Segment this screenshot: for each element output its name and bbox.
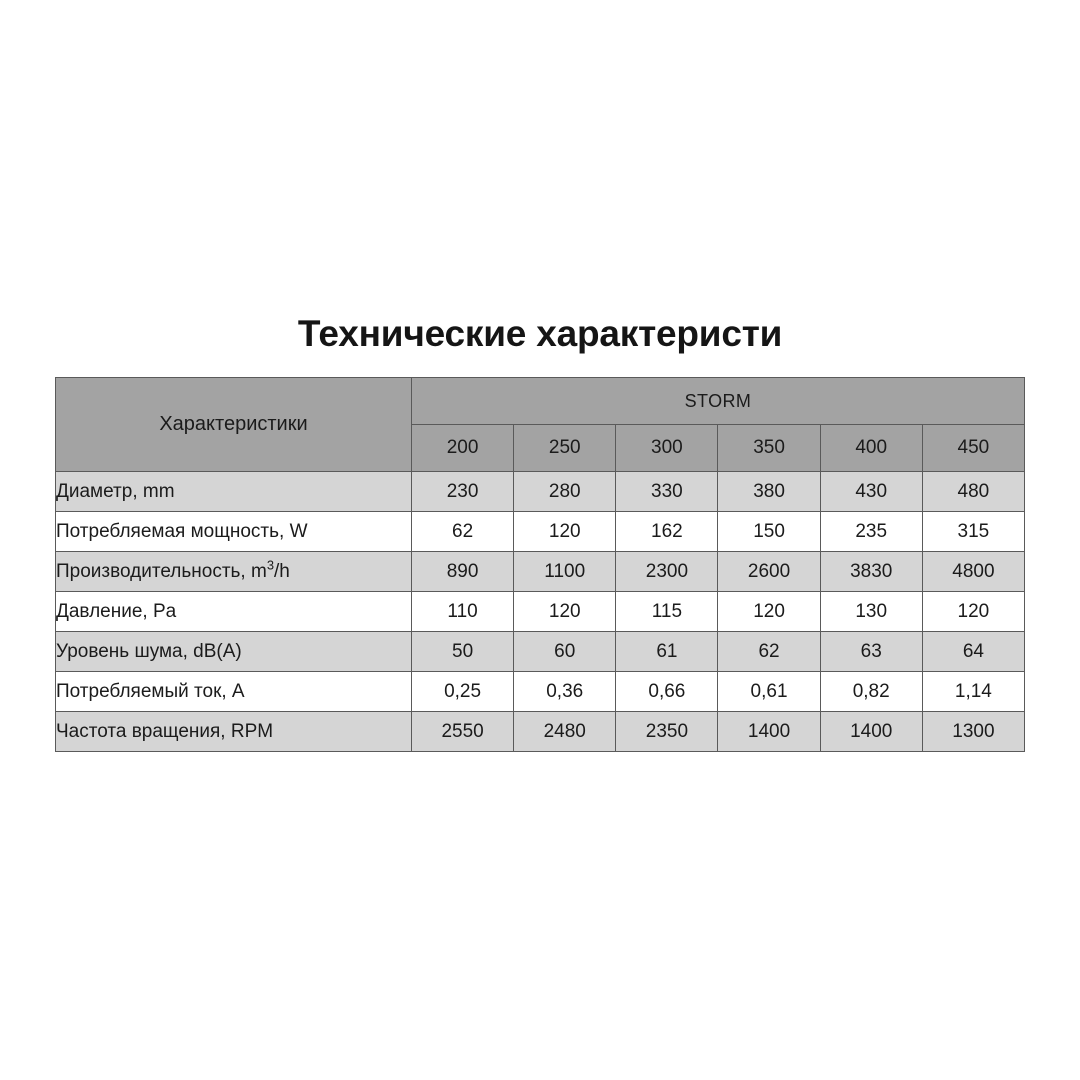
cell-airflow-350: 2600 — [717, 551, 821, 592]
cell-airflow-450: 4800 — [921, 551, 1026, 592]
cell-power-250: 120 — [513, 511, 617, 552]
row-label-airflow: Производительность, m3/h — [55, 551, 412, 592]
cell-current-350: 0,61 — [717, 671, 821, 712]
cell-current-200: 0,25 — [410, 671, 515, 712]
cell-rpm-200: 2550 — [410, 711, 515, 752]
header-size-250: 250 — [513, 424, 617, 472]
cell-pressure-300: 115 — [615, 591, 719, 632]
cell-noise-400: 63 — [819, 631, 923, 672]
cell-power-450: 315 — [921, 511, 1026, 552]
specifications-table: Характеристики STORM 200 250 300 350 400… — [55, 377, 1026, 752]
cell-power-400: 235 — [819, 511, 923, 552]
row-label-power: Потребляемая мощность, W — [55, 511, 412, 552]
specifications-table-container: Характеристики STORM 200 250 300 350 400… — [55, 377, 1026, 752]
cell-rpm-450: 1300 — [921, 711, 1026, 752]
cell-noise-450: 64 — [921, 631, 1026, 672]
cell-airflow-400: 3830 — [819, 551, 923, 592]
cell-pressure-250: 120 — [513, 591, 617, 632]
cell-current-450: 1,14 — [921, 671, 1026, 712]
cell-rpm-350: 1400 — [717, 711, 821, 752]
header-characteristics: Характеристики — [55, 377, 412, 472]
cell-pressure-400: 130 — [819, 591, 923, 632]
header-size-200: 200 — [410, 424, 515, 472]
cell-pressure-450: 120 — [921, 591, 1026, 632]
row-label-airflow-superscript: 3 — [266, 557, 274, 573]
cell-rpm-400: 1400 — [819, 711, 923, 752]
cell-diameter-450: 480 — [921, 471, 1026, 512]
table-row: Потребляемый ток, A 0,25 0,36 0,66 0,61 … — [55, 671, 1026, 712]
cell-airflow-300: 2300 — [615, 551, 719, 592]
cell-power-300: 162 — [615, 511, 719, 552]
cell-current-300: 0,66 — [615, 671, 719, 712]
page-title: Технические характеристи — [297, 313, 783, 354]
cell-diameter-350: 380 — [717, 471, 821, 512]
cell-noise-250: 60 — [513, 631, 617, 672]
row-label-current: Потребляемый ток, A — [55, 671, 412, 712]
cell-current-250: 0,36 — [513, 671, 617, 712]
table-row: Уровень шума, dB(A) 50 60 61 62 63 64 — [55, 631, 1026, 672]
cell-airflow-250: 1100 — [513, 551, 617, 592]
cell-noise-300: 61 — [615, 631, 719, 672]
cell-rpm-250: 2480 — [513, 711, 617, 752]
table-header-row-brand: Характеристики STORM — [55, 377, 1025, 472]
header-size-300: 300 — [615, 424, 719, 472]
cell-power-200: 62 — [410, 511, 515, 552]
cell-power-350: 150 — [717, 511, 821, 552]
table-header-row-sizes: 200 250 300 350 400 450 — [56, 424, 1026, 472]
table-body: Диаметр, mm 230 280 330 380 430 480 Потр… — [55, 471, 1026, 752]
row-label-rpm: Частота вращения, RPM — [55, 711, 412, 752]
header-size-350: 350 — [717, 424, 821, 472]
row-label-pressure: Давление, Pa — [55, 591, 412, 632]
row-label-noise: Уровень шума, dB(A) — [55, 631, 412, 672]
cell-diameter-250: 280 — [513, 471, 617, 512]
header-brand-storm: STORM — [411, 377, 1025, 425]
table-row: Диаметр, mm 230 280 330 380 430 480 — [55, 471, 1026, 512]
cell-diameter-300: 330 — [615, 471, 719, 512]
cell-airflow-200: 890 — [410, 551, 515, 592]
row-label-airflow-suffix: /h — [274, 560, 290, 582]
cell-current-400: 0,82 — [819, 671, 923, 712]
cell-diameter-400: 430 — [819, 471, 923, 512]
cell-rpm-300: 2350 — [615, 711, 719, 752]
table-row: Частота вращения, RPM 2550 2480 2350 140… — [55, 711, 1026, 752]
table-row: Производительность, m3/h 890 1100 2300 2… — [55, 551, 1026, 592]
cell-noise-200: 50 — [410, 631, 515, 672]
header-size-400: 400 — [819, 424, 923, 472]
cell-pressure-200: 110 — [410, 591, 515, 632]
cell-pressure-350: 120 — [717, 591, 821, 632]
table-row: Давление, Pa 110 120 115 120 130 120 — [55, 591, 1026, 632]
cell-diameter-200: 230 — [410, 471, 515, 512]
row-label-diameter: Диаметр, mm — [55, 471, 412, 512]
table-row: Потребляемая мощность, W 62 120 162 150 … — [55, 511, 1026, 552]
table-header: Характеристики STORM 200 250 300 350 400… — [55, 377, 1026, 472]
row-label-airflow-prefix: Производительность, m — [56, 560, 267, 582]
cell-noise-350: 62 — [717, 631, 821, 672]
header-size-450: 450 — [921, 424, 1026, 472]
